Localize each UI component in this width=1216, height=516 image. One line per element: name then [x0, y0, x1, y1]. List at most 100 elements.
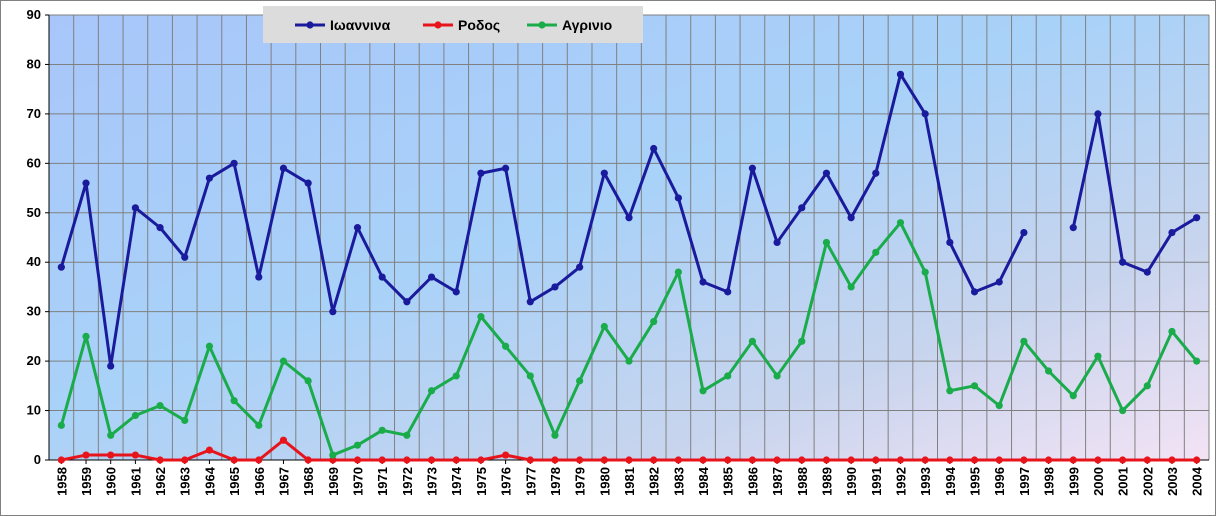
- legend-swatch-marker: [538, 21, 546, 29]
- data-point: [156, 456, 164, 464]
- data-point: [625, 357, 633, 365]
- data-point: [501, 342, 510, 350]
- data-point: [1069, 392, 1077, 400]
- data-point: [501, 451, 510, 459]
- legend-item-3: Αγρινιο: [527, 17, 612, 33]
- data-point: [773, 238, 781, 247]
- data-point: [156, 402, 164, 410]
- data-point: [847, 283, 855, 291]
- x-tick-label: 2000: [1091, 467, 1106, 496]
- x-tick-label: 1978: [548, 467, 563, 496]
- data-point: [477, 169, 485, 177]
- x-tick-label: 1994: [943, 466, 958, 496]
- data-point: [1119, 406, 1127, 415]
- data-point: [230, 397, 238, 405]
- x-tick-label: 1984: [696, 466, 711, 496]
- data-point: [427, 273, 436, 281]
- data-point: [600, 169, 608, 177]
- data-point: [181, 416, 189, 425]
- data-point: [205, 446, 214, 454]
- data-point: [1143, 456, 1151, 464]
- data-point: [304, 377, 312, 385]
- x-tick-label: 1963: [178, 467, 193, 496]
- data-point: [378, 456, 386, 464]
- y-tick-label: 60: [27, 155, 41, 170]
- x-tick-label: 1987: [770, 467, 785, 496]
- data-point: [255, 456, 263, 464]
- data-point: [526, 456, 534, 464]
- data-point: [57, 263, 65, 271]
- data-point: [674, 456, 682, 464]
- data-point: [57, 456, 65, 464]
- data-point: [353, 456, 362, 464]
- x-tick-label: 1981: [622, 467, 637, 496]
- y-tick-label: 90: [27, 7, 41, 22]
- data-point: [353, 441, 362, 449]
- x-tick-label: 1968: [301, 467, 316, 496]
- data-point: [230, 456, 238, 464]
- data-point: [551, 431, 559, 439]
- y-tick-label: 70: [27, 106, 41, 121]
- series-1: [57, 70, 1201, 370]
- data-point: [1119, 456, 1127, 464]
- data-point: [946, 238, 954, 247]
- data-point: [625, 214, 633, 222]
- data-point: [156, 224, 164, 232]
- data-point: [82, 179, 90, 187]
- data-point: [872, 169, 880, 177]
- data-point: [403, 298, 411, 306]
- data-point: [279, 436, 288, 444]
- x-tick-label: 2001: [1116, 467, 1131, 496]
- data-point: [452, 372, 460, 380]
- data-point: [1193, 456, 1201, 464]
- x-tick-label: 1975: [474, 467, 489, 496]
- data-point: [946, 387, 954, 395]
- data-point: [255, 421, 263, 429]
- x-tick-label: 1964: [202, 466, 217, 496]
- data-point: [452, 288, 460, 296]
- data-point: [1020, 456, 1028, 464]
- data-point: [921, 268, 929, 276]
- data-point: [107, 451, 115, 459]
- data-point: [921, 456, 929, 464]
- data-point: [1119, 258, 1127, 266]
- x-tick-label: 1980: [597, 467, 612, 496]
- x-tick-label: 1992: [893, 467, 908, 496]
- data-point: [674, 194, 682, 202]
- data-point: [1044, 367, 1053, 375]
- x-tick-label: 1958: [54, 467, 69, 496]
- legend-item-2: Ροδος: [423, 17, 500, 33]
- data-point: [995, 456, 1003, 464]
- y-tick-label: 80: [27, 56, 41, 71]
- data-point: [724, 456, 732, 464]
- x-tick-label: 1962: [153, 467, 168, 496]
- data-point: [501, 164, 510, 172]
- data-point: [107, 431, 115, 439]
- data-point: [477, 313, 485, 321]
- x-tick-label: 1965: [227, 467, 242, 496]
- x-tick-label: 1997: [1017, 467, 1032, 496]
- x-axis-ticks: 1958 1959 1960 1961 1962 1963 1964 1965 1966 1967…: [54, 460, 1205, 496]
- data-point: [970, 456, 979, 464]
- data-point: [205, 174, 214, 182]
- data-point: [304, 179, 312, 187]
- data-point: [995, 278, 1003, 286]
- data-point: [896, 219, 905, 227]
- data-point: [279, 357, 288, 365]
- data-point: [576, 377, 584, 385]
- x-tick-label: 2002: [1140, 467, 1155, 496]
- legend-label: Ιωαννινα: [330, 17, 391, 33]
- y-tick-label: 30: [27, 304, 41, 319]
- data-point: [131, 451, 139, 459]
- x-tick-label: 2004: [1190, 466, 1205, 496]
- x-tick-label: 1989: [819, 467, 834, 496]
- x-tick-label: 1973: [425, 467, 440, 496]
- data-point: [329, 451, 337, 459]
- x-tick-label: 1966: [252, 467, 267, 496]
- x-tick-label: 1983: [671, 467, 686, 496]
- data-point: [131, 204, 139, 212]
- data-point: [872, 456, 880, 464]
- data-point: [1044, 456, 1053, 464]
- data-point: [576, 263, 584, 271]
- x-tick-label: 1969: [326, 467, 341, 496]
